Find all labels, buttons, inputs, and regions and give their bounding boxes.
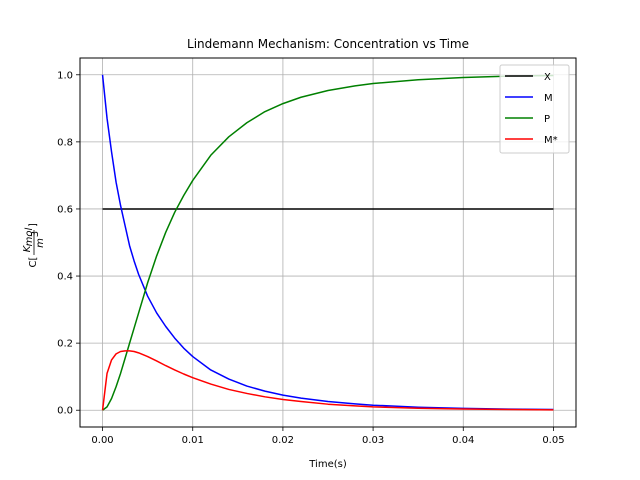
legend-items: XMP M*: [505, 72, 558, 146]
legend-label-p: P: [544, 114, 550, 125]
x-tick-label: 0.00: [91, 435, 113, 446]
plot-lines: [101, 74, 554, 411]
y-tick-label: 0.6: [57, 204, 73, 215]
x-tick-label: 0.01: [182, 435, 204, 446]
x-tick-label: 0.04: [452, 435, 474, 446]
y-axis-ticks: 0.0 0.2 0.4 0.6 0.8 1.0: [57, 70, 80, 417]
y-axis-label: C[ K mol m 3 ]: [22, 223, 46, 267]
chart-title: Lindemann Mechanism: Concentration vs Ti…: [187, 37, 469, 51]
y-label-denominator: m: [35, 238, 46, 248]
series-line-m-star: [101, 350, 554, 411]
x-tick-label: 0.05: [542, 435, 564, 446]
y-tick-label: 0.4: [57, 272, 73, 283]
y-tick-label: 0.8: [57, 137, 73, 148]
series-line-m: [101, 74, 554, 411]
plot-frame: [79, 57, 577, 428]
x-tick-label: 0.03: [362, 435, 384, 446]
y-label-numerator: K: [22, 244, 33, 252]
y-label-numerator-sub: mol: [24, 227, 35, 246]
y-tick-label: 0.2: [57, 339, 73, 350]
x-axis-ticks: 0.00 0.01 0.02 0.03 0.04 0.05: [91, 427, 565, 446]
legend-label-m: M: [544, 93, 553, 104]
x-tick-label: 0.02: [272, 435, 294, 446]
series-line-p: [102, 74, 554, 411]
legend-label-m-star: M*: [544, 135, 558, 146]
legend-label-x: X: [544, 72, 551, 83]
y-label-denominator-sup: 3: [30, 231, 41, 237]
legend: XMP M*: [499, 64, 570, 154]
legend-box: [499, 64, 570, 154]
x-axis-label: Time(s): [308, 459, 347, 470]
y-tick-label: 0.0: [57, 406, 73, 417]
y-tick-label: 1.0: [57, 70, 73, 81]
y-label-suffix: ]: [28, 223, 39, 227]
y-label-prefix: C[: [28, 257, 39, 268]
